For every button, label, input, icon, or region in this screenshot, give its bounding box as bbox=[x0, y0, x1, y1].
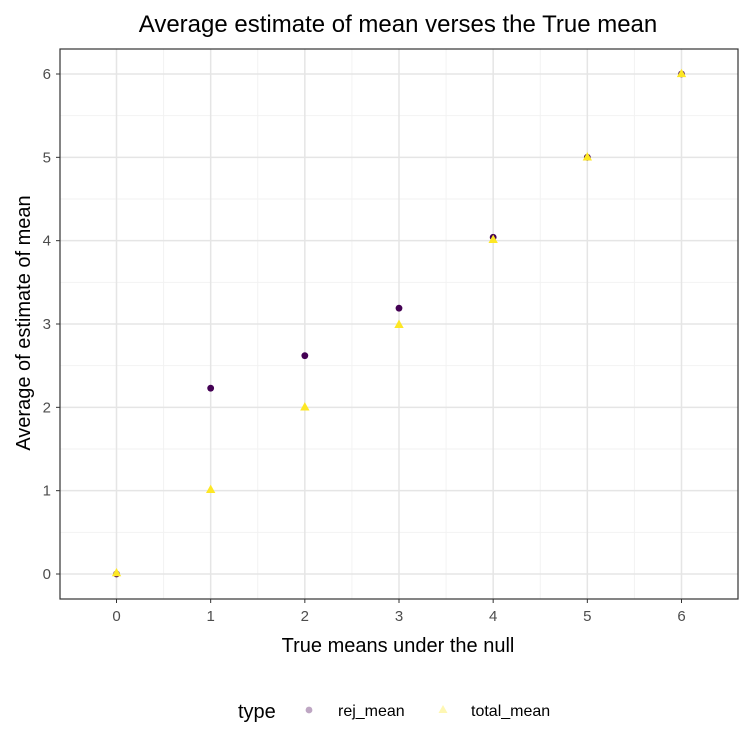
chart-title: Average estimate of mean verses the True… bbox=[139, 11, 658, 38]
x-tick-label: 1 bbox=[206, 608, 214, 625]
axes: 0 1 2 3 4 5 6 0 1 2 3 4 5 6 bbox=[43, 66, 686, 625]
data-point-rej_mean bbox=[395, 304, 403, 312]
data-point-total_mean bbox=[676, 68, 687, 78]
data-point-total_mean bbox=[488, 234, 498, 243]
y-tick-label: 5 bbox=[43, 149, 51, 166]
legend-key-total_mean bbox=[438, 705, 448, 713]
x-tick-label: 4 bbox=[489, 608, 497, 625]
y-tick-label: 2 bbox=[43, 399, 51, 416]
x-tick-label: 0 bbox=[112, 608, 120, 625]
y-tick-label: 4 bbox=[43, 233, 51, 250]
x-tick-label: 3 bbox=[395, 608, 403, 625]
y-axis-title: Average of estimate of mean bbox=[13, 195, 35, 450]
data-point-rej_mean bbox=[301, 352, 309, 360]
legend-label-total_mean: total_mean bbox=[471, 703, 550, 720]
y-tick-label: 3 bbox=[43, 316, 51, 333]
y-tick-label: 6 bbox=[43, 66, 51, 83]
data-point-rej_mean bbox=[207, 384, 215, 392]
x-tick-label: 5 bbox=[583, 608, 591, 625]
data-point-total_mean bbox=[111, 567, 122, 577]
data-marks bbox=[111, 68, 687, 578]
x-tick-label: 6 bbox=[677, 608, 685, 625]
x-axis-title: True means under the null bbox=[282, 635, 515, 657]
y-tick-label: 0 bbox=[43, 566, 51, 583]
x-tick-label: 2 bbox=[301, 608, 309, 625]
data-point-total_mean bbox=[582, 152, 593, 161]
legend: type rej_mean total_mean bbox=[238, 701, 550, 723]
legend-key-rej_mean bbox=[305, 706, 313, 714]
y-tick-label: 1 bbox=[43, 483, 51, 500]
data-point-total_mean bbox=[394, 319, 404, 328]
data-point-total_mean bbox=[205, 484, 216, 493]
legend-title: type bbox=[238, 701, 276, 723]
legend-label-rej_mean: rej_mean bbox=[338, 703, 405, 720]
data-point-total_mean bbox=[300, 402, 310, 411]
grid bbox=[60, 49, 738, 599]
